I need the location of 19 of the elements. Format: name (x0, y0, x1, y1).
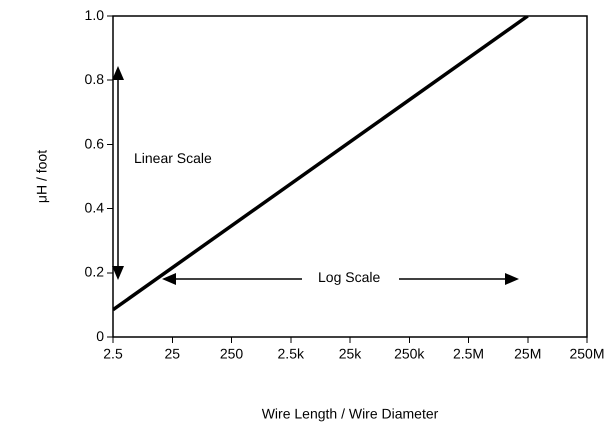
y-tick-label: 0.8 (84, 71, 104, 88)
y-tick-label: 1.0 (84, 6, 104, 23)
y-tick-label: 0.4 (84, 199, 104, 216)
x-tick-label: 2.5 (103, 345, 123, 362)
x-tick-label: 25M (514, 345, 542, 362)
x-axis-title: Wire Length / Wire Diameter (262, 405, 439, 422)
x-tick-label: 250k (394, 345, 426, 362)
y-axis-title: μH / foot (33, 150, 50, 204)
y-tick-label: 0.6 (84, 135, 104, 152)
x-tick-label: 250M (569, 345, 605, 362)
x-tick-label: 2.5M (452, 345, 484, 362)
y-tick-label: 0 (96, 328, 104, 344)
y-tick-label: 0.2 (84, 264, 104, 280)
annotation: Linear Scale (134, 150, 212, 166)
x-tick-label: 25k (338, 345, 362, 362)
annotation: Log Scale (318, 269, 380, 285)
x-tick-label: 250 (220, 345, 244, 362)
x-tick-label: 25 (164, 345, 180, 362)
x-tick-label: 2.5k (278, 345, 305, 362)
